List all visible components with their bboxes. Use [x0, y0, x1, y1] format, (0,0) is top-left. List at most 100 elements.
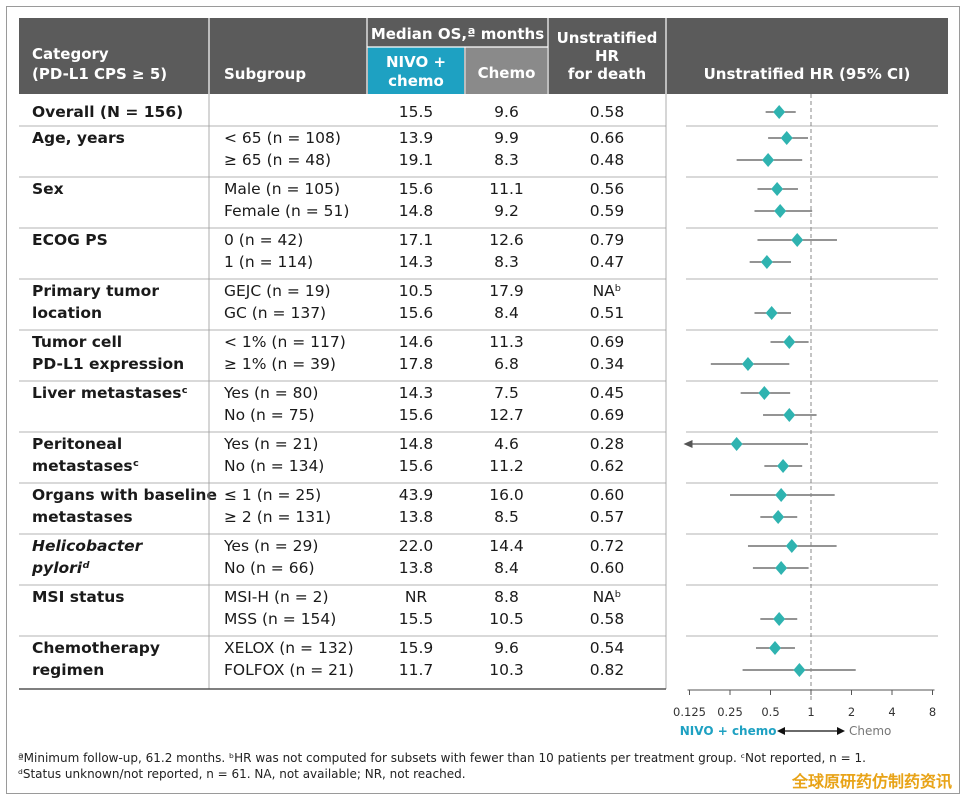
median-os-chemo: 8.3 — [494, 253, 519, 271]
subgroup-label: Yes (n = 29) — [223, 537, 318, 555]
chemo-favored-label: Chemo — [849, 724, 891, 738]
subgroup-label: GEJC (n = 19) — [224, 282, 331, 300]
group-label: pyloriᵈ — [31, 559, 90, 577]
median-os-nivo: 15.5 — [399, 103, 434, 121]
subgroup-label: MSS (n = 154) — [224, 610, 336, 628]
subgroup-label: < 1% (n = 117) — [224, 333, 346, 351]
median-os-nivo: 43.9 — [399, 486, 434, 504]
hr-marker — [741, 357, 754, 371]
hr-value-label: 0.56 — [590, 180, 625, 198]
direction-arrow-left — [777, 727, 785, 735]
median-os-chemo: 9.2 — [494, 202, 519, 220]
header-category-line-2: (PD-L1 CPS ≥ 5) — [32, 65, 167, 83]
x-tick-label: 1 — [807, 705, 814, 719]
subgroup-label: 1 (n = 114) — [224, 253, 313, 271]
group-label: Organs with baseline — [32, 486, 217, 504]
hr-marker — [772, 510, 785, 524]
x-tick-label: 8 — [929, 705, 936, 719]
x-tick-label: 2 — [848, 705, 855, 719]
group-label: Overall (N = 156) — [32, 103, 183, 121]
median-os-chemo: 11.2 — [489, 457, 524, 475]
header-nivo-chemo-line-1: NIVO + — [386, 53, 446, 71]
hr-value-label: 0.48 — [590, 151, 625, 169]
median-os-nivo: 10.5 — [399, 282, 434, 300]
x-tick-label: 0.5 — [761, 705, 779, 719]
median-os-nivo: 15.6 — [399, 457, 434, 475]
median-os-chemo: 9.9 — [494, 129, 519, 147]
hr-marker — [762, 153, 775, 167]
x-tick-label: 4 — [888, 705, 895, 719]
hr-marker — [773, 612, 786, 626]
hr-marker — [758, 386, 771, 400]
median-os-nivo: 14.6 — [399, 333, 434, 351]
hr-value-label: NAᵇ — [593, 588, 622, 606]
hr-marker — [773, 105, 786, 119]
hr-marker — [774, 204, 787, 218]
median-os-chemo: 10.5 — [489, 610, 524, 628]
figure-frame — [6, 6, 960, 794]
median-os-nivo: 14.3 — [399, 253, 434, 271]
median-os-nivo: 22.0 — [399, 537, 434, 555]
hr-marker — [783, 335, 796, 349]
median-os-nivo: 13.8 — [399, 559, 434, 577]
header-category-line-1: Category — [32, 45, 109, 63]
ci-arrow-left — [683, 440, 693, 448]
x-tick-label: 0.125 — [673, 705, 706, 719]
hr-value-label: 0.57 — [590, 508, 625, 526]
median-os-chemo: 9.6 — [494, 103, 519, 121]
hr-marker — [760, 255, 773, 269]
group-label: Helicobacter — [32, 537, 144, 555]
direction-arrow-right — [837, 727, 845, 735]
hr-value-label: 0.69 — [590, 333, 625, 351]
header-chemo: Chemo — [478, 64, 536, 82]
subgroup-label: No (n = 66) — [224, 559, 315, 577]
nivo-favored-label: NIVO + chemo — [680, 724, 777, 738]
chemo-header-bg — [466, 47, 547, 94]
subgroup-label: FOLFOX (n = 21) — [224, 661, 354, 679]
hr-marker — [777, 459, 790, 473]
group-label: metastases — [32, 508, 133, 526]
hr-marker — [791, 233, 804, 247]
hr-value-label: 0.47 — [590, 253, 625, 271]
subgroup-label: Female (n = 51) — [224, 202, 349, 220]
hr-value-label: 0.51 — [590, 304, 625, 322]
median-os-chemo: 8.3 — [494, 151, 519, 169]
hr-marker — [765, 306, 778, 320]
hr-value-label: 0.62 — [590, 457, 625, 475]
subgroup-label: No (n = 75) — [224, 406, 315, 424]
footnotes: ªMinimum follow-up, 61.2 months. ᵇHR was… — [18, 750, 948, 782]
median-os-chemo: 7.5 — [494, 384, 519, 402]
median-os-nivo: 15.6 — [399, 180, 434, 198]
group-label: ECOG PS — [32, 231, 108, 249]
hr-marker — [775, 488, 788, 502]
hr-value-label: 0.69 — [590, 406, 625, 424]
header-subgroup: Subgroup — [224, 65, 306, 83]
median-os-nivo: 14.8 — [399, 435, 434, 453]
hr-value-label: 0.59 — [590, 202, 625, 220]
subgroup-label: ≥ 1% (n = 39) — [224, 355, 336, 373]
median-os-chemo: 9.6 — [494, 639, 519, 657]
watermark-text: 全球原研药仿制药资讯 — [791, 772, 952, 791]
header-hr-for-death: HR — [595, 47, 620, 65]
hr-value-label: 0.54 — [590, 639, 625, 657]
nivo-chemo-header-bg — [368, 47, 464, 94]
subgroup-label: ≤ 1 (n = 25) — [224, 486, 321, 504]
median-os-nivo: 15.6 — [399, 406, 434, 424]
median-os-chemo: 8.8 — [494, 588, 519, 606]
header-nivo-chemo-line-2: chemo — [388, 72, 444, 90]
footnote-line-1: ªMinimum follow-up, 61.2 months. ᵇHR was… — [18, 751, 866, 765]
x-tick-label: 0.25 — [717, 705, 743, 719]
hr-marker — [730, 437, 743, 451]
group-label: MSI status — [32, 588, 125, 606]
hr-marker — [783, 408, 796, 422]
median-os-chemo: 17.9 — [489, 282, 524, 300]
hr-marker — [785, 539, 798, 553]
hr-value-label: 0.60 — [590, 486, 625, 504]
hr-marker — [771, 182, 784, 196]
hr-value-label: 0.72 — [590, 537, 625, 555]
median-os-chemo: 8.5 — [494, 508, 519, 526]
median-os-nivo: 15.9 — [399, 639, 434, 657]
group-label: regimen — [32, 661, 104, 679]
median-os-nivo: 17.8 — [399, 355, 434, 373]
